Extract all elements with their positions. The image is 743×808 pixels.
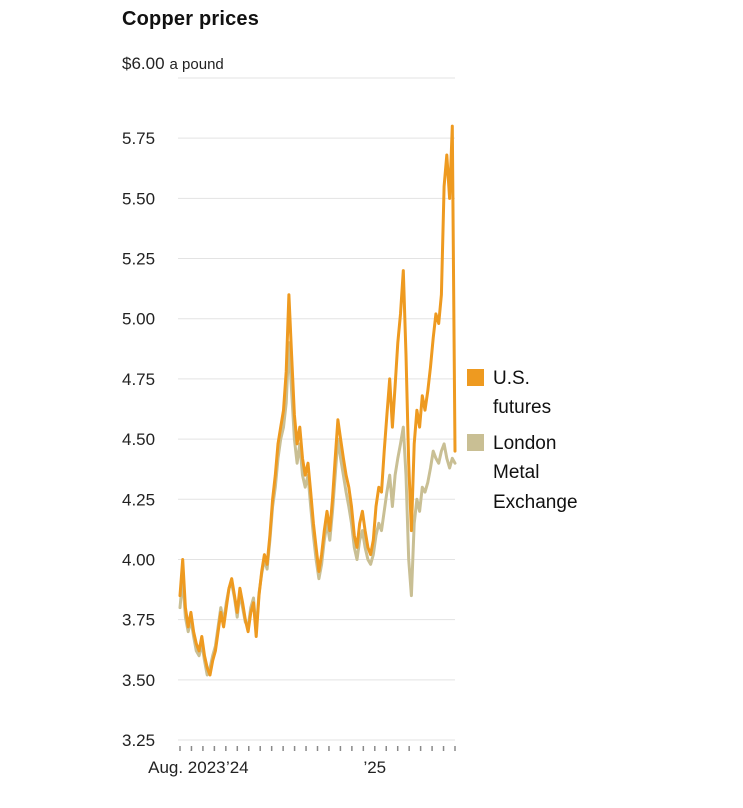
legend-item-lme: London Metal Exchange xyxy=(467,429,591,517)
y-tick-label: 3.50 xyxy=(122,671,155,690)
lme-swatch-icon xyxy=(467,433,484,451)
x-axis-label: Aug. 2023 xyxy=(148,758,226,777)
us-futures-swatch-icon xyxy=(467,369,484,386)
legend-item-us-futures: U.S. futures xyxy=(467,364,591,423)
lme-line xyxy=(178,341,457,677)
y-axis-top-value: $6.00 xyxy=(122,54,165,73)
x-axis-label: ’25 xyxy=(363,758,386,777)
y-tick-label: 5.00 xyxy=(122,310,155,329)
y-tick-label: 3.75 xyxy=(122,611,155,630)
y-tick-label: 4.00 xyxy=(122,550,155,569)
y-tick-label: 5.50 xyxy=(122,189,155,208)
y-axis-unit: a pound xyxy=(169,56,224,73)
y-tick-label: 5.25 xyxy=(122,250,155,269)
legend-label-us-futures: U.S. futures xyxy=(493,368,552,419)
y-tick-label: 5.75 xyxy=(122,129,155,148)
chart-title: Copper prices xyxy=(122,8,260,30)
legend-label-lme: London Metal Exchange xyxy=(493,432,578,513)
us-futures-line xyxy=(178,124,457,677)
y-tick-label: 4.25 xyxy=(122,490,155,509)
y-tick-label: 3.25 xyxy=(122,731,155,750)
x-axis-label: ’24 xyxy=(226,758,249,777)
y-tick-label: 4.50 xyxy=(122,430,155,449)
legend: U.S. futures London Metal Exchange xyxy=(467,364,591,523)
y-axis-top-label: $6.00 a pound xyxy=(122,54,224,74)
y-tick-label: 4.75 xyxy=(122,370,155,389)
